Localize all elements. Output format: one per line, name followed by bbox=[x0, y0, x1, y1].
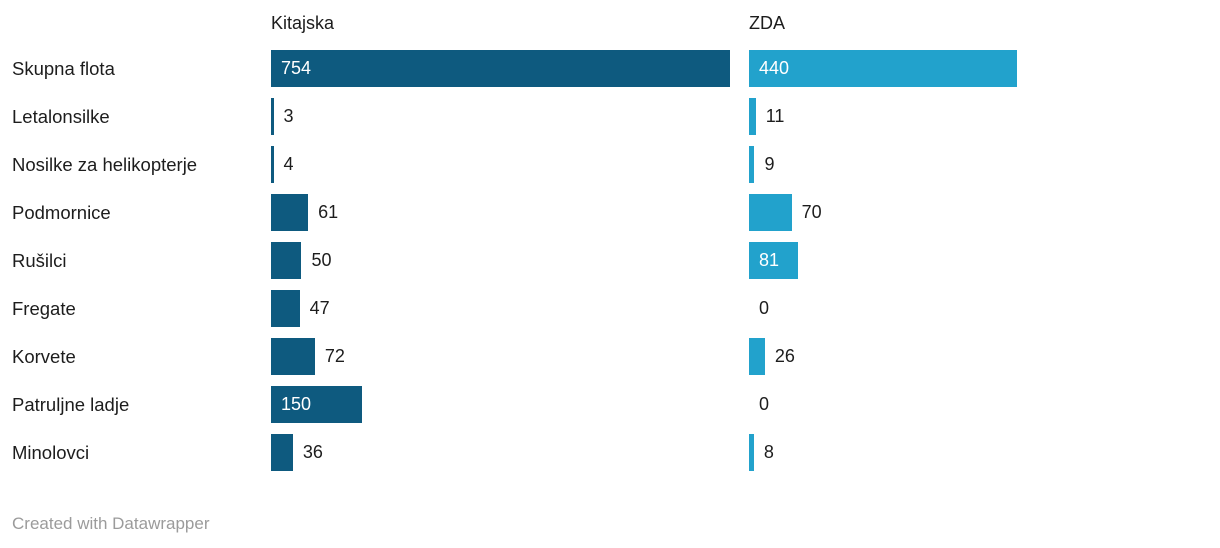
bar-kitajska bbox=[271, 146, 274, 183]
bar-zda bbox=[749, 242, 799, 279]
value-label-kitajska: 47 bbox=[309, 298, 330, 318]
value-label-zda: 8 bbox=[763, 442, 774, 462]
value-label-zda: 0 bbox=[759, 298, 770, 318]
category-label: Patruljne ladje bbox=[12, 394, 130, 415]
value-label-kitajska: 754 bbox=[281, 58, 312, 78]
series-header-zda: ZDA bbox=[749, 13, 785, 33]
value-label-zda: 26 bbox=[774, 346, 795, 366]
value-label-zda: 11 bbox=[765, 106, 785, 126]
category-label: Skupna flota bbox=[12, 58, 115, 79]
bar-kitajska bbox=[271, 98, 274, 135]
category-label: Korvete bbox=[12, 346, 76, 367]
chart-row: Minolovci 36 8 bbox=[0, 434, 1220, 471]
value-label-zda: 70 bbox=[801, 202, 822, 222]
value-label-kitajska: 150 bbox=[281, 394, 312, 414]
category-label: Rušilci bbox=[12, 250, 67, 271]
bar-kitajska bbox=[271, 290, 300, 327]
value-label-kitajska: 50 bbox=[311, 250, 332, 270]
series-header-kitajska: Kitajska bbox=[271, 13, 335, 33]
bar-kitajska bbox=[271, 50, 730, 87]
category-label: Fregate bbox=[12, 298, 76, 319]
bar-kitajska bbox=[271, 434, 293, 471]
value-label-kitajska: 4 bbox=[283, 154, 294, 174]
chart-row: Podmornice 61 70 bbox=[0, 194, 1220, 231]
bar-zda bbox=[749, 194, 792, 231]
value-label-zda: 9 bbox=[764, 154, 775, 174]
bar-kitajska bbox=[271, 242, 302, 279]
category-label: Nosilke za helikopterje bbox=[12, 154, 198, 175]
bar-zda bbox=[749, 434, 754, 471]
bar-kitajska bbox=[271, 194, 309, 231]
chart-row: Rušilci 50 81 bbox=[0, 242, 1220, 279]
category-label: Minolovci bbox=[12, 442, 90, 463]
bar-kitajska bbox=[271, 386, 363, 423]
value-label-kitajska: 72 bbox=[324, 346, 345, 366]
chart-row: Fregate 47 0 bbox=[0, 290, 1220, 327]
bar-zda bbox=[749, 98, 756, 135]
bar-zda bbox=[749, 146, 755, 183]
value-label-kitajska: 36 bbox=[302, 442, 323, 462]
chart-row: Letalonsilke 3 11 bbox=[0, 98, 1220, 135]
value-label-zda: 440 bbox=[759, 58, 790, 78]
bar-zda bbox=[749, 50, 1017, 87]
chart-row: Skupna flota 754 440 bbox=[0, 50, 1220, 87]
category-label: Letalonsilke bbox=[12, 106, 110, 127]
value-label-kitajska: 61 bbox=[318, 202, 339, 222]
chart-row: Nosilke za helikopterje 4 9 bbox=[0, 146, 1220, 183]
category-label: Podmornice bbox=[12, 202, 111, 223]
datawrapper-credit-link[interactable]: Created with Datawrapper bbox=[12, 514, 210, 533]
value-label-zda: 0 bbox=[759, 394, 770, 414]
bar-kitajska bbox=[271, 338, 315, 375]
chart-row: Korvete 72 26 bbox=[0, 338, 1220, 375]
value-label-zda: 81 bbox=[759, 250, 780, 270]
value-label-kitajska: 3 bbox=[283, 106, 294, 126]
bar-zda bbox=[749, 338, 765, 375]
chart-row: Patruljne ladje 150 0 bbox=[0, 386, 1220, 423]
